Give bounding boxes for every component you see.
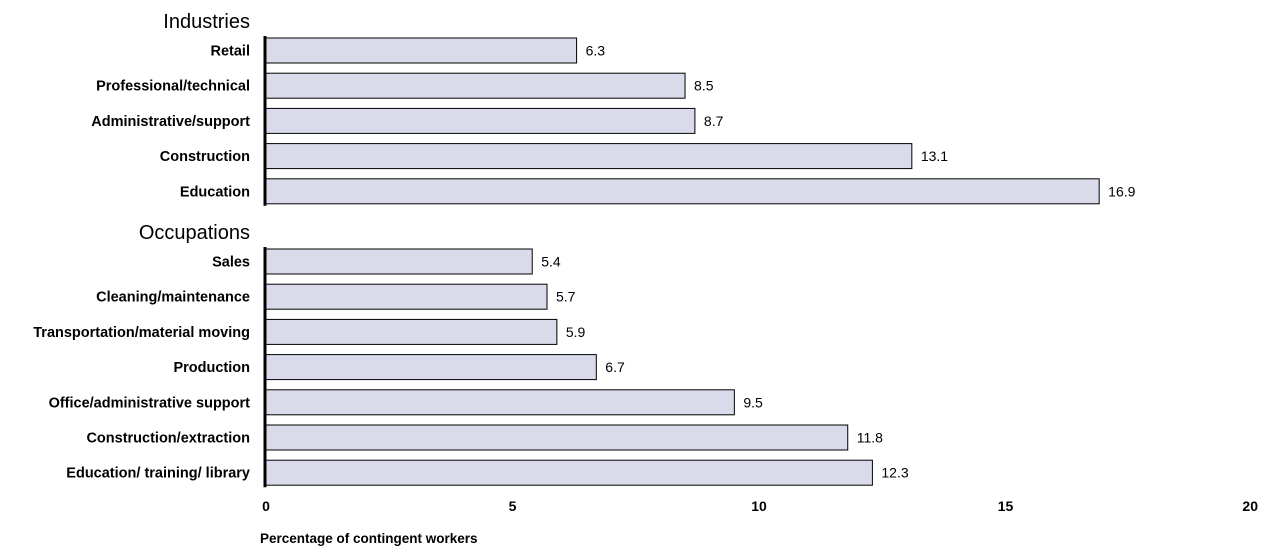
bar	[265, 424, 849, 451]
x-tick-label: 15	[998, 498, 1014, 514]
category-label: Administrative/support	[91, 114, 250, 130]
bar-value-label: 8.5	[694, 78, 714, 94]
x-axis: 0 5 10 15 20	[262, 498, 1258, 514]
bar	[265, 107, 696, 134]
bar-value-label: 16.9	[1108, 183, 1135, 199]
category-label: Cleaning/maintenance	[96, 290, 250, 306]
category-label: Professional/technical	[96, 79, 250, 95]
category-label: Transportation/material moving	[33, 325, 250, 341]
bar-value-label: 8.7	[704, 113, 724, 129]
bar	[265, 37, 578, 64]
x-tick-label: 10	[751, 498, 767, 514]
bar-value-label: 9.5	[743, 394, 763, 410]
group-title: Occupations	[139, 222, 250, 244]
bar	[265, 248, 533, 275]
bar-value-label: 5.4	[541, 254, 561, 270]
bar	[265, 72, 686, 99]
bar-value-label: 6.3	[586, 43, 606, 59]
x-tick-label: 5	[509, 498, 517, 514]
category-label: Education	[180, 184, 250, 200]
group-title: Industries	[163, 11, 250, 33]
category-label: Construction/extraction	[86, 431, 250, 447]
bar	[265, 389, 735, 416]
chart-groups: Industries Retail 6.3 Professional/technica…	[33, 11, 1136, 488]
bar-value-label: 6.7	[605, 359, 625, 375]
category-label: Retail	[211, 44, 251, 60]
bar	[265, 178, 1100, 205]
category-label: Sales	[212, 255, 250, 271]
category-label: Production	[173, 360, 250, 376]
bar-value-label: 5.9	[566, 324, 586, 340]
category-label: Education/ training/ library	[66, 466, 250, 482]
category-label: Office/administrative support	[49, 395, 251, 411]
bar-value-label: 13.1	[921, 148, 948, 164]
x-tick-label: 0	[262, 498, 270, 514]
x-tick-label: 20	[1242, 498, 1258, 514]
bar	[265, 283, 548, 310]
bar-value-label: 5.7	[556, 289, 576, 305]
bar	[265, 459, 873, 486]
category-label: Construction	[160, 149, 250, 165]
bar	[265, 143, 913, 170]
bar-value-label: 12.3	[881, 465, 908, 481]
bar	[265, 318, 558, 345]
bar-group-1: Occupations Sales 5.4 Cleaning/maintenance 5…	[33, 222, 909, 488]
bar-group-0: Industries Retail 6.3 Professional/technica…	[91, 11, 1136, 206]
x-axis-title: Percentage of contingent workers	[260, 531, 478, 546]
bar-value-label: 11.8	[857, 430, 883, 446]
bar	[265, 354, 597, 381]
